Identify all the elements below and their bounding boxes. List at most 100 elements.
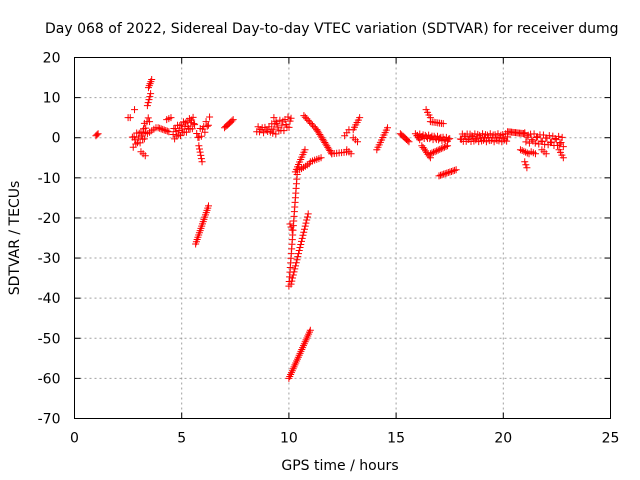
data-point <box>404 137 412 145</box>
data-point <box>558 133 566 141</box>
data-point <box>438 171 446 179</box>
data-point <box>306 118 314 126</box>
data-point <box>442 142 450 150</box>
data-point <box>439 120 447 128</box>
data-point <box>299 231 307 239</box>
data-point <box>303 216 311 224</box>
data-point <box>516 146 524 154</box>
data-point <box>476 131 484 139</box>
data-point <box>522 161 530 169</box>
data-point <box>285 123 293 131</box>
y-tick-labels: 20 10 0 -10 -20 -30 -40 -50 -60 -70 <box>38 51 61 428</box>
data-point <box>347 150 355 158</box>
data-point <box>157 125 165 133</box>
data-point <box>499 130 507 138</box>
data-point <box>482 138 490 146</box>
data-point <box>141 152 149 160</box>
data-point <box>436 145 444 153</box>
data-point <box>139 128 147 136</box>
data-point <box>288 277 296 285</box>
data-point <box>189 113 197 121</box>
data-point <box>310 123 318 131</box>
data-point <box>144 114 152 122</box>
data-point <box>300 228 308 236</box>
data-point <box>297 237 305 245</box>
data-point <box>542 150 550 158</box>
data-point <box>289 271 297 279</box>
data-point <box>479 130 487 138</box>
data-point <box>559 143 567 151</box>
data-point <box>270 114 278 122</box>
data-point <box>188 125 196 133</box>
data-point <box>287 114 295 122</box>
data-point <box>307 119 315 127</box>
data-point <box>293 256 301 264</box>
data-point <box>302 219 310 227</box>
data-point <box>521 129 529 137</box>
data-point <box>146 118 154 126</box>
data-point <box>495 137 503 145</box>
data-point <box>165 128 173 136</box>
data-point <box>356 114 364 122</box>
data-point <box>228 117 236 125</box>
data-point <box>287 223 295 231</box>
data-point <box>556 140 564 148</box>
data-point <box>491 131 499 139</box>
data-point <box>136 139 144 147</box>
data-point <box>294 253 302 261</box>
data-point <box>446 168 454 176</box>
data-point <box>204 121 212 129</box>
data-point <box>441 170 449 178</box>
data-point <box>197 151 205 159</box>
x-tick-label: 25 <box>602 431 620 447</box>
data-point <box>286 220 294 228</box>
data-point <box>559 154 567 162</box>
data-point <box>486 130 494 138</box>
data-point <box>545 132 553 140</box>
data-point <box>173 132 181 140</box>
y-tick-label: -70 <box>38 412 61 428</box>
data-point <box>521 158 529 166</box>
data-point <box>292 262 300 270</box>
y-tick-label: -30 <box>38 251 61 267</box>
x-tick-label: 0 <box>70 431 79 447</box>
data-point <box>195 142 203 150</box>
data-point <box>435 172 443 180</box>
x-tick-label: 20 <box>494 431 512 447</box>
data-point <box>447 167 455 175</box>
data-point <box>269 129 277 137</box>
data-point <box>532 134 540 142</box>
y-tick-label: -60 <box>38 371 61 387</box>
data-point <box>480 134 488 142</box>
data-point <box>308 121 316 129</box>
data-point <box>518 147 526 155</box>
data-point <box>304 210 312 218</box>
axis-ticks <box>74 57 611 419</box>
data-point <box>190 120 198 128</box>
chart-title: Day 068 of 2022, Sidereal Day-to-day VTE… <box>45 21 619 37</box>
data-point <box>197 132 205 140</box>
x-tick-label: 5 <box>177 431 186 447</box>
data-point <box>229 116 237 124</box>
data-point <box>148 76 156 84</box>
data-point <box>146 93 154 101</box>
data-point <box>303 115 311 123</box>
data-point <box>193 130 201 138</box>
data-point <box>440 143 448 151</box>
data-point <box>304 116 312 124</box>
data-point <box>306 326 314 334</box>
data-point <box>300 112 308 120</box>
data-point <box>557 139 565 147</box>
data-point <box>288 226 296 234</box>
data-point <box>291 265 299 273</box>
data-point <box>537 137 545 145</box>
data-point <box>439 144 447 152</box>
data-point <box>531 150 539 158</box>
data-point <box>276 116 284 124</box>
data-point <box>140 135 148 143</box>
data-point <box>270 125 278 133</box>
x-tick-label: 15 <box>387 431 405 447</box>
data-point <box>523 149 531 157</box>
y-tick-label: -40 <box>38 291 61 307</box>
